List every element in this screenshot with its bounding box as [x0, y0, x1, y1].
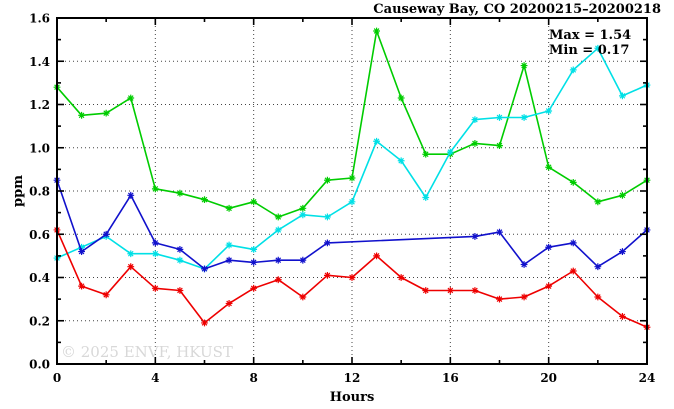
- x-tick-label-20: 20: [540, 371, 557, 385]
- y-tick-label-0.2: 0.2: [29, 314, 50, 328]
- annotation-max: Max = 1.54: [549, 28, 631, 43]
- watermark: © 2025 ENVF, HKUST: [61, 343, 233, 361]
- x-tick-label-16: 16: [442, 371, 459, 385]
- y-tick-label-1.2: 1.2: [29, 98, 50, 112]
- y-axis-label: ppm: [11, 175, 26, 207]
- y-tick-label-0.6: 0.6: [29, 228, 50, 242]
- y-tick-label-1.6: 1.6: [29, 12, 50, 26]
- annotation-min: Min = 0.17: [549, 43, 629, 58]
- chart-title: Causeway Bay, CO 20200215–20200218: [373, 2, 661, 17]
- series-blue-day-line: [56, 179, 648, 270]
- x-tick-label-8: 8: [249, 371, 257, 385]
- y-tick-label-0.0: 0.0: [29, 358, 50, 372]
- y-tick-label-1.0: 1.0: [29, 141, 50, 155]
- x-tick-label-12: 12: [344, 371, 361, 385]
- x-tick-label-4: 4: [151, 371, 159, 385]
- x-tick-label-24: 24: [639, 371, 656, 385]
- x-axis-label: Hours: [330, 390, 375, 405]
- series-blue-day-markers: [53, 176, 651, 273]
- y-tick-label-0.8: 0.8: [29, 185, 50, 199]
- x-tick-label-0: 0: [53, 371, 61, 385]
- y-tick-label-0.4: 0.4: [29, 271, 50, 285]
- y-tick-label-1.4: 1.4: [29, 55, 50, 69]
